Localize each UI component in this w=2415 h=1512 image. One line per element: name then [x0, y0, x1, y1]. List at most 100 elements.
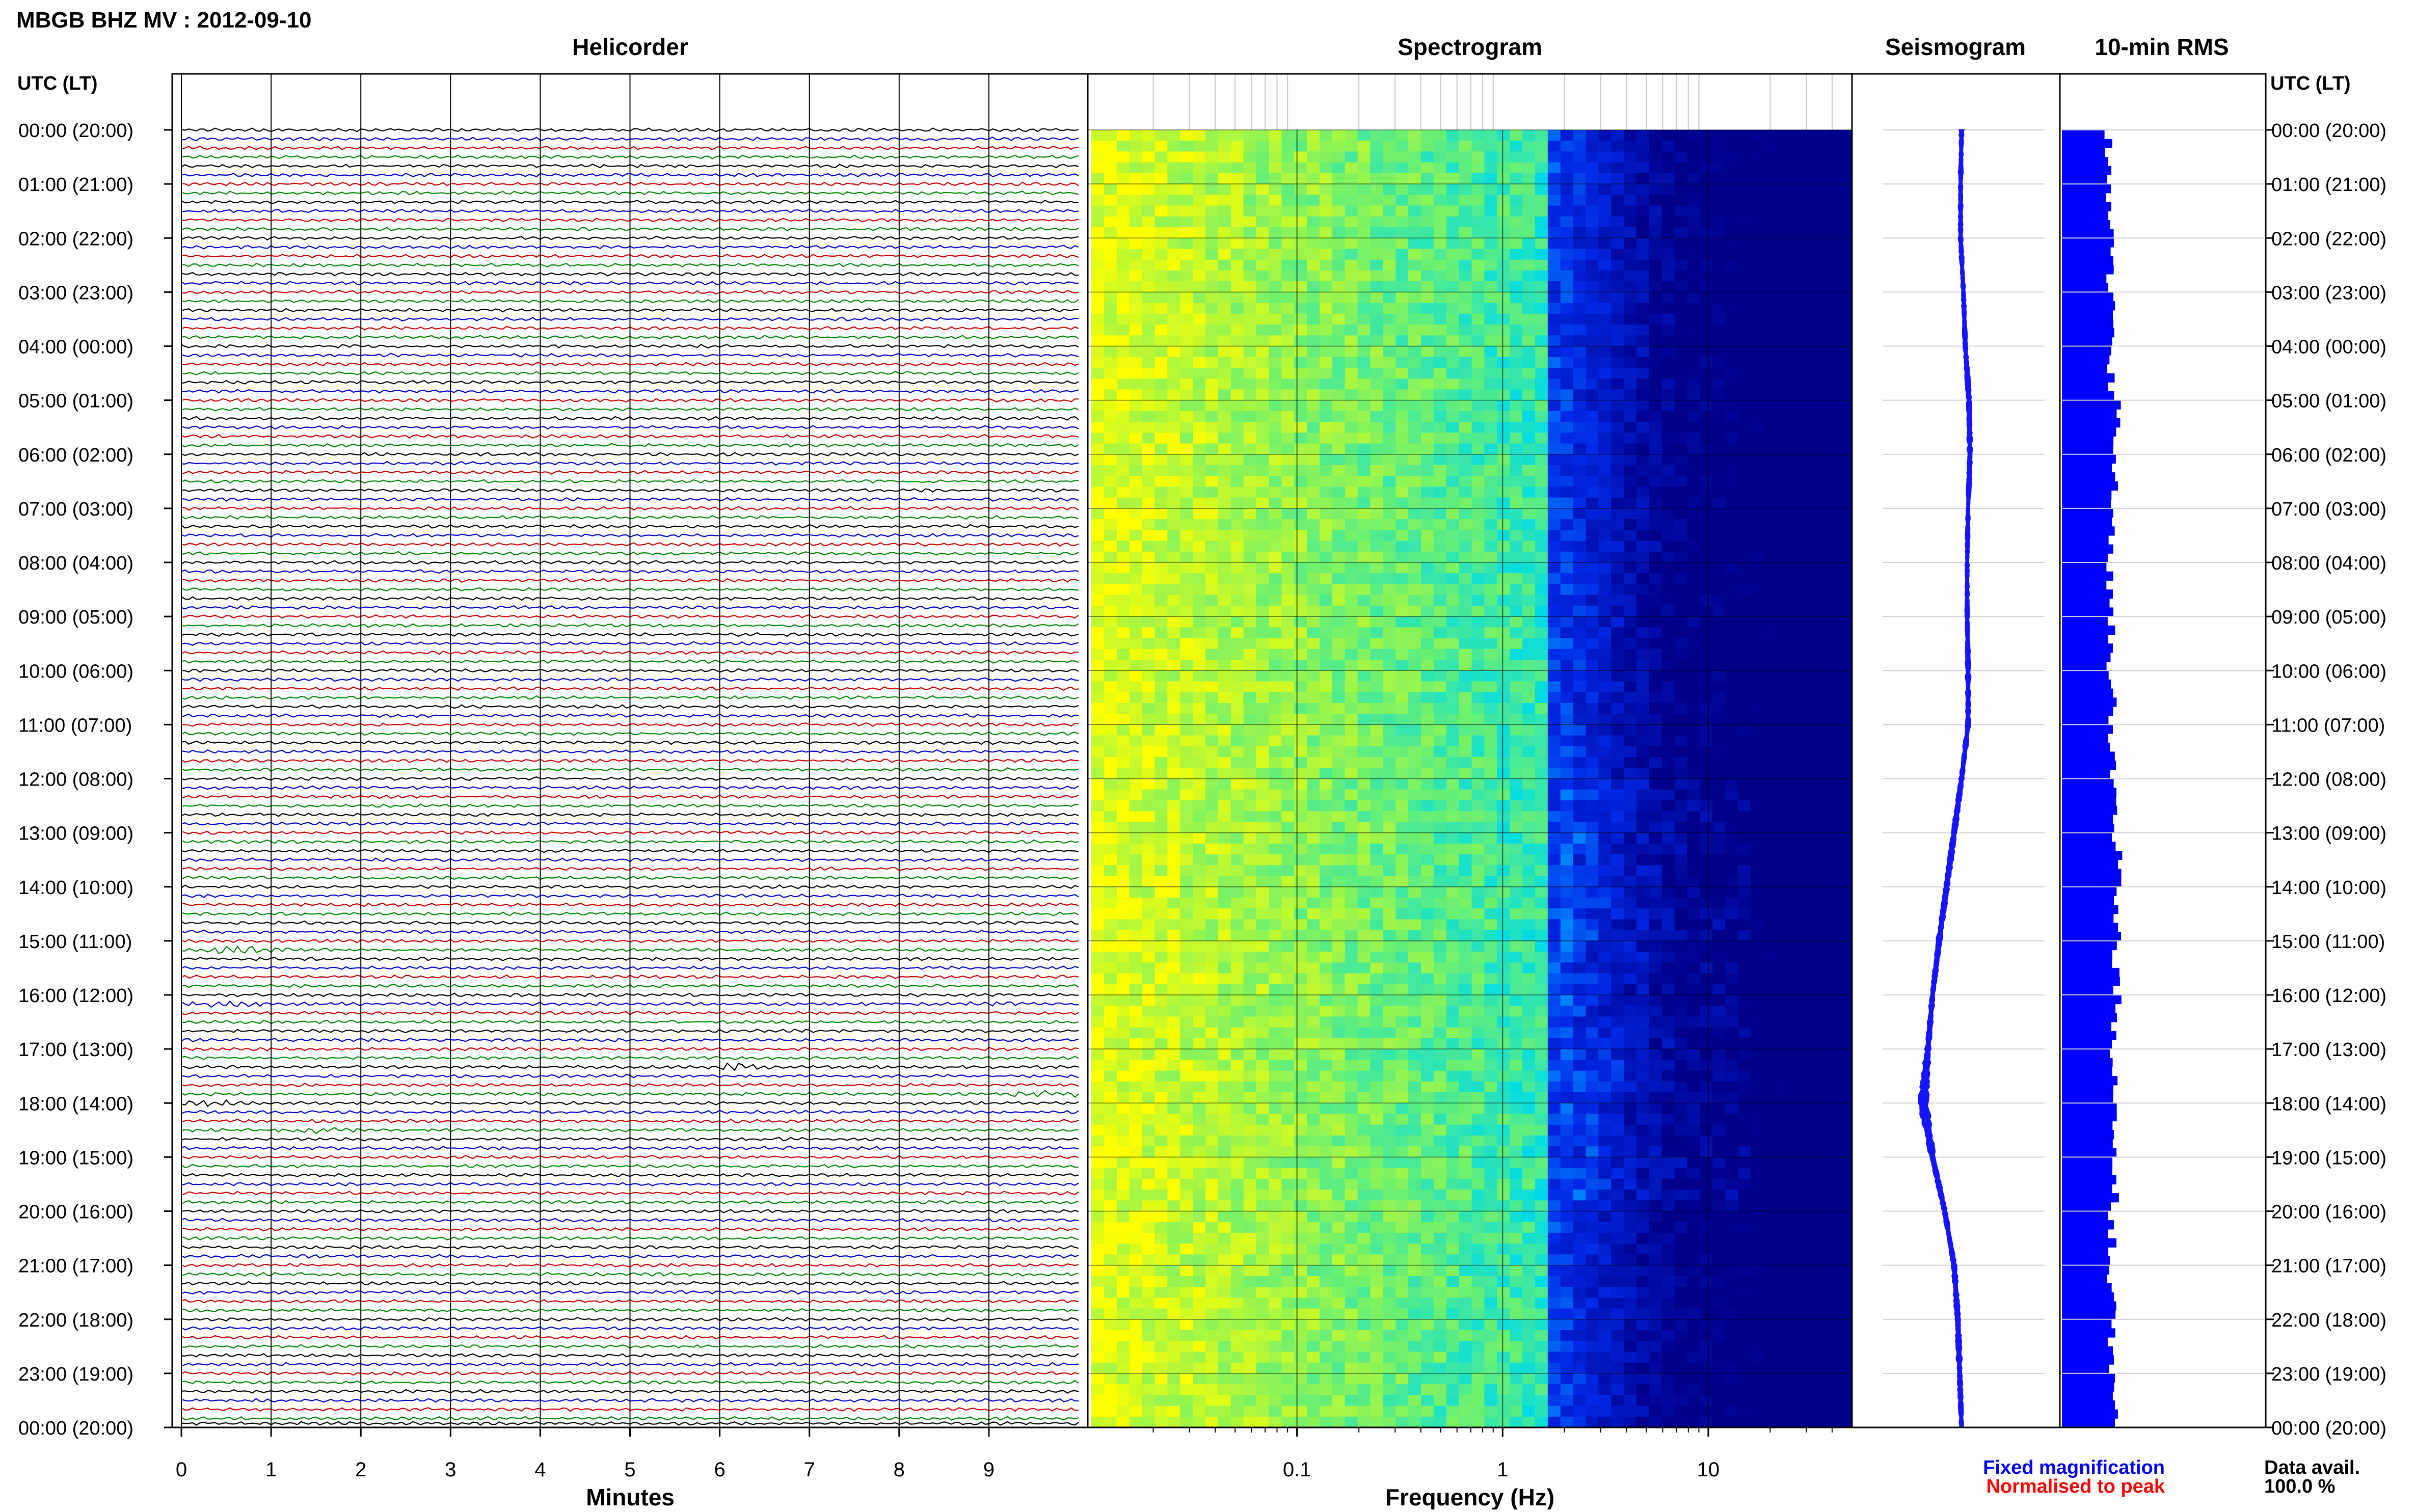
- spectrogram-cell: [1167, 757, 1180, 768]
- spectrogram-cell: [1522, 227, 1536, 238]
- spectrogram-cell: [1332, 757, 1346, 768]
- spectrogram-cell: [1408, 270, 1421, 282]
- spectrogram-cell: [1510, 1190, 1523, 1201]
- spectrogram-cell: [1370, 259, 1383, 271]
- spectrogram-cell: [1269, 433, 1282, 444]
- spectrogram-cell: [1243, 832, 1257, 844]
- spectrogram-cell: [1205, 346, 1219, 358]
- spectrogram-cell: [1091, 746, 1105, 758]
- spectrogram-cell: [1357, 1298, 1371, 1309]
- spectrogram-cell: [1091, 1157, 1105, 1169]
- spectrogram-cell: [1269, 843, 1282, 855]
- spectrogram-cell: [1471, 832, 1485, 844]
- figure-title: MBGB BHZ MV : 2012-09-10: [16, 8, 311, 33]
- spectrogram-cell: [1484, 1373, 1497, 1385]
- spectrogram-cell: [1281, 1276, 1295, 1287]
- spectrogram-cell: [1104, 898, 1117, 909]
- spectrogram-cell: [1294, 1124, 1307, 1136]
- spectrogram-cell: [1218, 519, 1231, 530]
- spectrogram-cell: [1484, 433, 1497, 444]
- spectrogram-cell: [1522, 1341, 1536, 1352]
- spectrogram-cell: [1547, 1362, 1561, 1374]
- spectrogram-cell: [1243, 303, 1257, 314]
- spectrogram-cell: [1091, 497, 1105, 509]
- spectrogram-cell: [1167, 1254, 1180, 1266]
- spectrogram-cell: [1269, 487, 1282, 498]
- spectrogram-cell: [1522, 930, 1536, 941]
- spectrogram-cell: [1560, 454, 1574, 466]
- spectrogram-cell: [1307, 832, 1320, 844]
- spectrogram-cell: [1370, 1254, 1383, 1266]
- spectrogram-cell: [1547, 476, 1561, 487]
- spectrogram-cell: [1408, 627, 1421, 639]
- spectrogram-cell: [1294, 465, 1307, 476]
- spectrogram-cell: [1560, 703, 1574, 714]
- spectrogram-cell: [1332, 292, 1346, 304]
- spectrogram-cell: [1281, 854, 1295, 866]
- spectrogram-cell: [1370, 141, 1383, 152]
- spectrogram-cell: [1586, 130, 1599, 141]
- spectrogram-cell: [1256, 184, 1269, 195]
- spectrogram-cell: [1104, 854, 1117, 866]
- spectrogram-cell: [1560, 1384, 1574, 1395]
- spectrogram-cell: [1332, 886, 1346, 898]
- spectrogram-cell: [1294, 1190, 1307, 1201]
- spectrogram-cell: [1408, 1190, 1421, 1201]
- spectrogram-cell: [1345, 1395, 1358, 1407]
- spectrogram-cell: [1332, 746, 1346, 758]
- spectrogram-cell: [1408, 1060, 1421, 1071]
- spectrogram-cell: [1218, 1168, 1231, 1179]
- spectrogram-cell: [1332, 724, 1346, 736]
- spectrogram-cell: [1433, 1146, 1447, 1157]
- spectrogram-cell: [1484, 346, 1497, 358]
- spectrogram-cell: [1433, 800, 1447, 812]
- spectrogram-cell: [1142, 270, 1155, 282]
- spectrogram-cell: [1129, 1135, 1143, 1147]
- spectrogram-cell: [1319, 714, 1333, 725]
- spectrogram-cell: [1142, 184, 1155, 195]
- spectrogram-cell: [1256, 292, 1269, 304]
- spectrogram-cell: [1522, 854, 1536, 866]
- spectrogram-cell: [1205, 162, 1219, 174]
- spectrogram-cell: [1243, 1362, 1257, 1374]
- spectrogram-cell: [1433, 995, 1447, 1006]
- spectrogram-cell: [1383, 281, 1396, 292]
- spectrogram-cell: [1345, 886, 1358, 898]
- spectrogram-cell: [1091, 1406, 1105, 1417]
- spectrogram-cell: [1370, 292, 1383, 304]
- spectrogram-cell: [1281, 1298, 1295, 1309]
- spectrogram-cell: [1535, 757, 1548, 768]
- spectrogram-cell: [1218, 703, 1231, 714]
- spectrogram-cell: [1205, 605, 1219, 617]
- spectrogram-cell: [1256, 325, 1269, 336]
- spectrogram-cell: [1294, 476, 1307, 487]
- spectrogram-cell: [1396, 1038, 1409, 1049]
- spectrogram-cell: [1396, 1406, 1409, 1417]
- spectrogram-cell: [1459, 487, 1472, 498]
- spectrogram-cell: [1497, 422, 1510, 433]
- spectrogram-cell: [1294, 530, 1307, 542]
- spectrogram-cell: [1243, 995, 1257, 1006]
- spectrogram-cell: [1091, 962, 1105, 974]
- spectrogram-cell: [1471, 789, 1485, 801]
- spectrogram-cell: [1205, 1049, 1219, 1060]
- spectrogram-cell: [1307, 757, 1320, 768]
- spectrogram-cell: [1129, 660, 1143, 671]
- spectrogram-cell: [1586, 433, 1599, 444]
- spectrogram-cell: [1421, 681, 1434, 693]
- spectrogram-cell: [1547, 249, 1561, 260]
- spectrogram-cell: [1218, 898, 1231, 909]
- spectrogram-cell: [1484, 1027, 1497, 1039]
- spectrogram-cell: [1370, 1308, 1383, 1320]
- spectrogram-cell: [1484, 184, 1497, 195]
- spectrogram-cell: [1497, 1352, 1510, 1363]
- spectrogram-cell: [1142, 832, 1155, 844]
- spectrogram-cell: [1383, 638, 1396, 650]
- spectrogram-cell: [1142, 1049, 1155, 1060]
- spectrogram-cell: [1357, 259, 1371, 271]
- spectrogram-cell: [1319, 1406, 1333, 1417]
- spectrogram-cell: [1345, 962, 1358, 974]
- spectrogram-cell: [1205, 1298, 1219, 1309]
- spectrogram-cell: [1547, 195, 1561, 206]
- spectrogram-cell: [1269, 973, 1282, 985]
